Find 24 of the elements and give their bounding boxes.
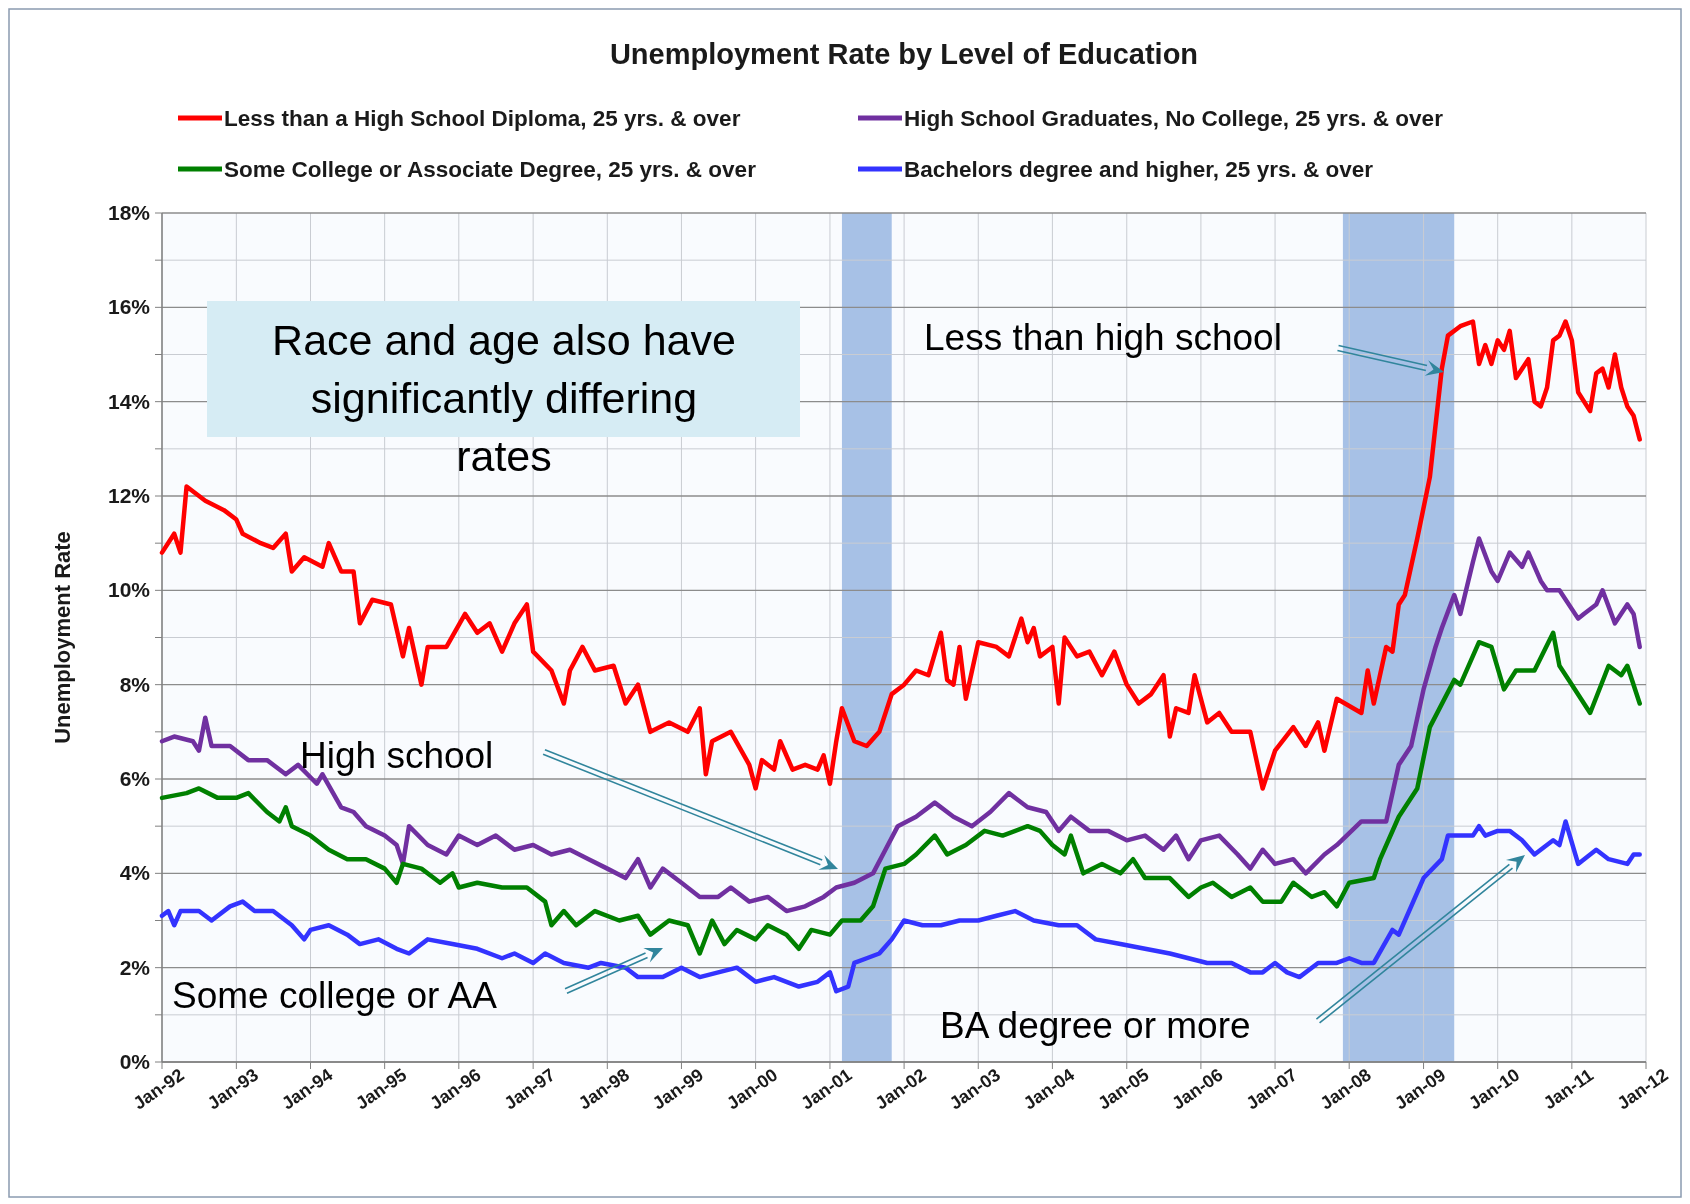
y-tick-label: 0% <box>119 1050 151 1073</box>
y-tick-label: 10% <box>107 578 151 602</box>
line-series <box>159 536 1642 914</box>
y-tick-label: 4% <box>119 861 151 885</box>
y-tick-label: 14% <box>107 389 151 413</box>
annotation: Less than high school <box>924 317 1282 358</box>
y-axis-title: Unemployment Rate <box>50 531 75 744</box>
legend-label: Bachelors degree and higher, 25 yrs. & over <box>904 157 1374 182</box>
y-tick-label: 16% <box>107 295 151 319</box>
legend-label: High School Graduates, No College, 25 yrs. & over <box>904 106 1444 131</box>
line-series <box>159 319 1642 791</box>
line-series <box>159 630 1642 956</box>
y-tick-label: 6% <box>119 767 151 790</box>
annotation: High school <box>300 735 494 776</box>
y-tick-label: 2% <box>119 955 151 979</box>
legend-label: Some College or Associate Degree, 25 yrs. & over <box>224 157 757 182</box>
y-tick-label: 8% <box>119 672 151 696</box>
annotation: Some college or AA <box>172 975 498 1016</box>
annotation: BA degree or more <box>940 1005 1251 1046</box>
annotation: Race and age also have significantly differing rates <box>272 316 736 480</box>
y-tick-label: 18% <box>107 201 151 224</box>
chart-title: Unemployment Rate by Level of Education <box>609 38 1199 70</box>
y-tick-label: 12% <box>107 484 151 507</box>
legend-label: Less than a High School Diploma, 25 yrs. & over <box>224 106 741 131</box>
